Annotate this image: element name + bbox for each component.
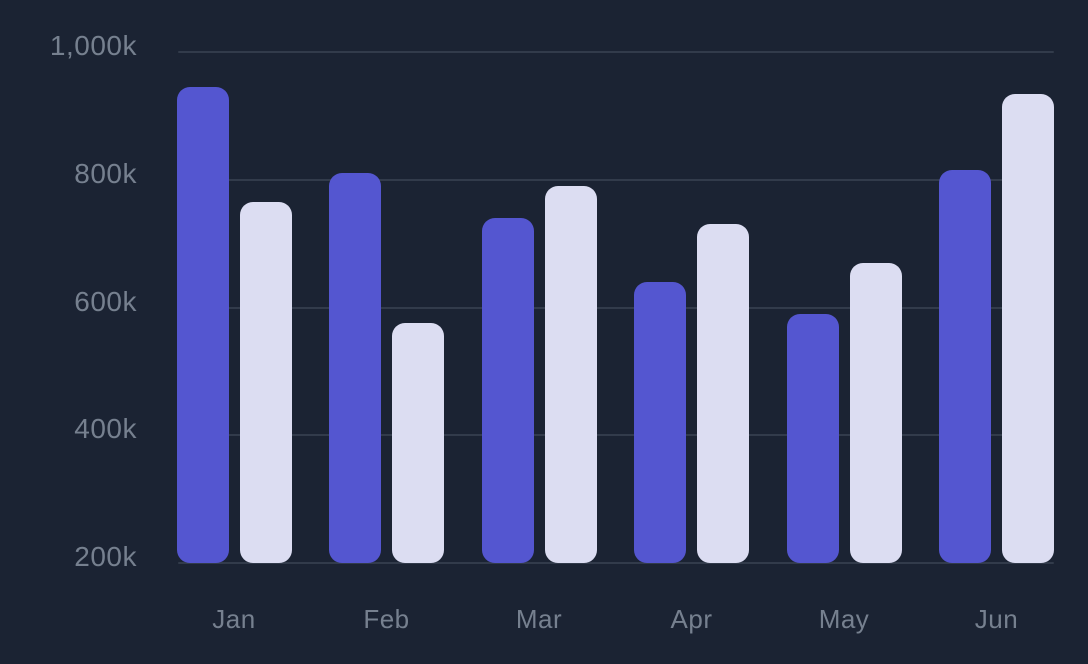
x-tick-label: May — [818, 604, 870, 634]
gridline — [178, 562, 1054, 564]
gridline — [178, 178, 1054, 181]
bar-jun-series-2[interactable] — [1002, 93, 1054, 563]
y-tick-label: 1,000k — [49, 30, 137, 61]
x-tick-label: Feb — [363, 604, 410, 634]
bar-mar-series-2[interactable] — [544, 186, 597, 563]
y-tick-label: 400k — [74, 413, 137, 445]
x-tick-label: Mar — [515, 604, 563, 634]
bar-may-series-2[interactable] — [849, 262, 902, 563]
gridline — [178, 51, 1054, 53]
x-tick-label: Jun — [974, 604, 1019, 634]
x-tick-label: Jan — [212, 604, 256, 634]
bar-apr-series-2[interactable] — [697, 224, 749, 563]
y-tick-label: 200k — [74, 541, 137, 572]
gridline — [178, 306, 1054, 309]
y-tick-label: 600k — [74, 285, 137, 317]
bar-jan-series-1[interactable] — [176, 87, 229, 563]
bar-apr-series-1[interactable] — [634, 281, 686, 563]
gridline — [178, 434, 1054, 437]
bar-may-series-1[interactable] — [786, 313, 839, 563]
bar-feb-series-1[interactable] — [329, 173, 381, 563]
bar-mar-series-1[interactable] — [481, 218, 534, 563]
bar-feb-series-2[interactable] — [392, 323, 444, 563]
x-tick-label: Apr — [670, 604, 713, 634]
y-tick-label: 800k — [74, 157, 137, 189]
bar-jan-series-2[interactable] — [239, 202, 292, 563]
bar-jun-series-1[interactable] — [939, 170, 991, 563]
